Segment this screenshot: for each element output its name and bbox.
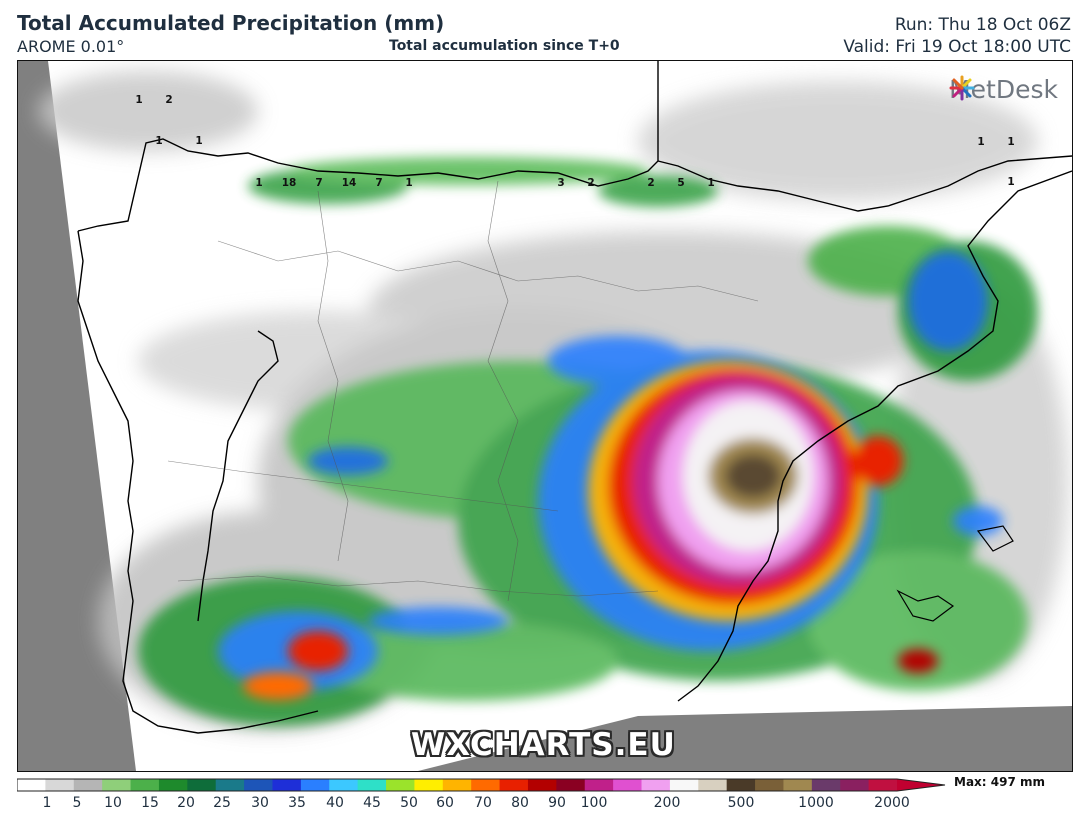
accumulation-value-label: 1 xyxy=(1007,176,1014,188)
accumulation-value-label: 1 xyxy=(707,177,714,189)
color-scale-swatch xyxy=(698,779,728,791)
color-scale-tick-label: 100 xyxy=(580,795,608,811)
color-scale-tick-label: 200 xyxy=(653,795,681,811)
max-value-label: Max: 497 mm xyxy=(954,775,1045,789)
color-scale-extend-arrow xyxy=(897,779,945,791)
color-scale-swatch xyxy=(386,779,415,791)
valid-time: Valid: Fri 19 Oct 18:00 UTC xyxy=(843,37,1071,57)
color-scale-swatch xyxy=(300,779,330,791)
province-borders xyxy=(167,180,759,602)
color-scale-tick-label: 500 xyxy=(727,795,755,811)
color-scale-tick-label: 40 xyxy=(326,795,344,811)
coastlines xyxy=(77,61,1072,734)
accumulation-value-label: 1 xyxy=(195,135,202,147)
color-scale-swatch xyxy=(130,779,160,791)
color-scale-swatch xyxy=(584,779,614,791)
precipitation-map[interactable]: 1 2 1 1 1 18 7 14 7 1 3 2 2 5 1 1 1 1 MetDesk WXCHARTS.EU xyxy=(17,60,1073,772)
color-scale-swatch xyxy=(755,779,784,791)
color-scale-swatch xyxy=(73,779,103,791)
color-scale-swatch xyxy=(499,779,529,791)
accumulation-value-label: 5 xyxy=(677,177,684,189)
color-scale-swatch xyxy=(556,779,586,791)
color-scale-tick-label: 25 xyxy=(213,795,231,811)
color-scale-tick-label: 5 xyxy=(72,795,82,811)
color-scale-tick-label: 80 xyxy=(511,795,529,811)
accumulation-value-label: 7 xyxy=(375,177,382,189)
color-scale-tick-label: 2000 xyxy=(874,795,910,811)
color-scale-tick-label: 15 xyxy=(141,795,159,811)
accumulation-value-label: 3 xyxy=(557,177,564,189)
run-time: Run: Thu 18 Oct 06Z xyxy=(894,15,1071,35)
color-scale-swatch xyxy=(357,779,387,791)
accumulation-subtitle: Total accumulation since T+0 xyxy=(389,38,620,54)
color-scale-swatch xyxy=(669,779,699,791)
accumulation-value-label: 1 xyxy=(405,177,412,189)
color-scale-ticks: 1 5 10 15 20 25 30 35 40 45 50 60 70 80 90 100 200 500 100… xyxy=(0,795,1088,819)
accumulation-value-label: 1 xyxy=(255,177,262,189)
color-scale-tick-label: 60 xyxy=(436,795,454,811)
color-scale-swatch xyxy=(783,779,813,791)
accumulation-value-label: 2 xyxy=(587,177,594,189)
color-scale-swatch xyxy=(414,779,444,791)
color-scale-tick-label: 45 xyxy=(363,795,381,811)
accumulation-value-label: 14 xyxy=(342,177,357,189)
color-scale-bar xyxy=(17,778,946,792)
accumulation-value-label: 2 xyxy=(165,94,172,106)
color-scale-swatch xyxy=(272,779,302,791)
metdesk-burst-icon xyxy=(949,75,975,101)
out-of-domain-south xyxy=(418,706,1072,771)
color-scale-border xyxy=(17,778,946,792)
color-scale-tick-label: 1000 xyxy=(798,795,834,811)
metdesk-logo: MetDesk xyxy=(949,75,1058,104)
color-scale-swatch xyxy=(811,779,841,791)
map-canvas: 1 2 1 1 1 18 7 14 7 1 3 2 2 5 1 1 1 1 xyxy=(18,61,1072,771)
accumulation-value-label: 1 xyxy=(155,135,162,147)
color-scale-swatch xyxy=(471,779,501,791)
color-scale-swatch xyxy=(527,779,557,791)
accumulation-value-label: 1 xyxy=(1007,136,1014,148)
accumulation-value-label: 1 xyxy=(977,136,984,148)
color-scale-tick-label: 50 xyxy=(400,795,418,811)
color-scale-tick-label: 35 xyxy=(288,795,306,811)
color-scale-tick-label: 90 xyxy=(548,795,566,811)
color-scale-tick-label: 70 xyxy=(474,795,492,811)
color-scale-swatch xyxy=(329,779,359,791)
color-scale-tick-label: 20 xyxy=(177,795,195,811)
color-scale-swatch xyxy=(215,779,245,791)
color-scale-swatch xyxy=(868,779,898,791)
accumulation-value-label: 18 xyxy=(282,177,297,189)
model-name: AROME 0.01° xyxy=(17,37,125,56)
color-scale-swatch xyxy=(613,779,643,791)
color-scale-swatch xyxy=(641,779,671,791)
accumulation-labels: 1 2 1 1 1 18 7 14 7 1 3 2 2 5 1 1 1 1 xyxy=(135,94,1014,189)
accumulation-value-label: 7 xyxy=(315,177,322,189)
color-scale-swatch xyxy=(45,779,75,791)
intense-precip-core xyxy=(243,361,938,700)
accumulation-value-label: 1 xyxy=(135,94,142,106)
color-scale-swatch xyxy=(726,779,756,791)
color-scale-tick-label: 1 xyxy=(42,795,52,811)
color-scale-tick-label: 30 xyxy=(251,795,269,811)
color-scale-swatch xyxy=(17,779,46,791)
color-scale-swatch xyxy=(840,779,870,791)
color-scale-swatch xyxy=(244,779,273,791)
wxcharts-watermark: WXCHARTS.EU xyxy=(411,727,676,763)
color-scale-swatch xyxy=(187,779,217,791)
accumulation-value-label: 2 xyxy=(647,177,654,189)
color-scale-swatch xyxy=(442,779,472,791)
color-scale-swatch xyxy=(158,779,188,791)
chart-title: Total Accumulated Precipitation (mm) xyxy=(17,11,445,35)
color-scale-tick-label: 10 xyxy=(104,795,122,811)
color-scale-swatch xyxy=(102,779,132,791)
